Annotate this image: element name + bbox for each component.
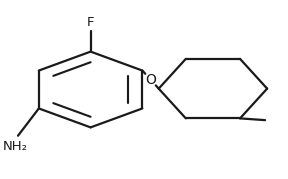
Text: O: O bbox=[145, 73, 156, 87]
Text: F: F bbox=[87, 16, 94, 29]
Text: NH₂: NH₂ bbox=[3, 140, 28, 153]
